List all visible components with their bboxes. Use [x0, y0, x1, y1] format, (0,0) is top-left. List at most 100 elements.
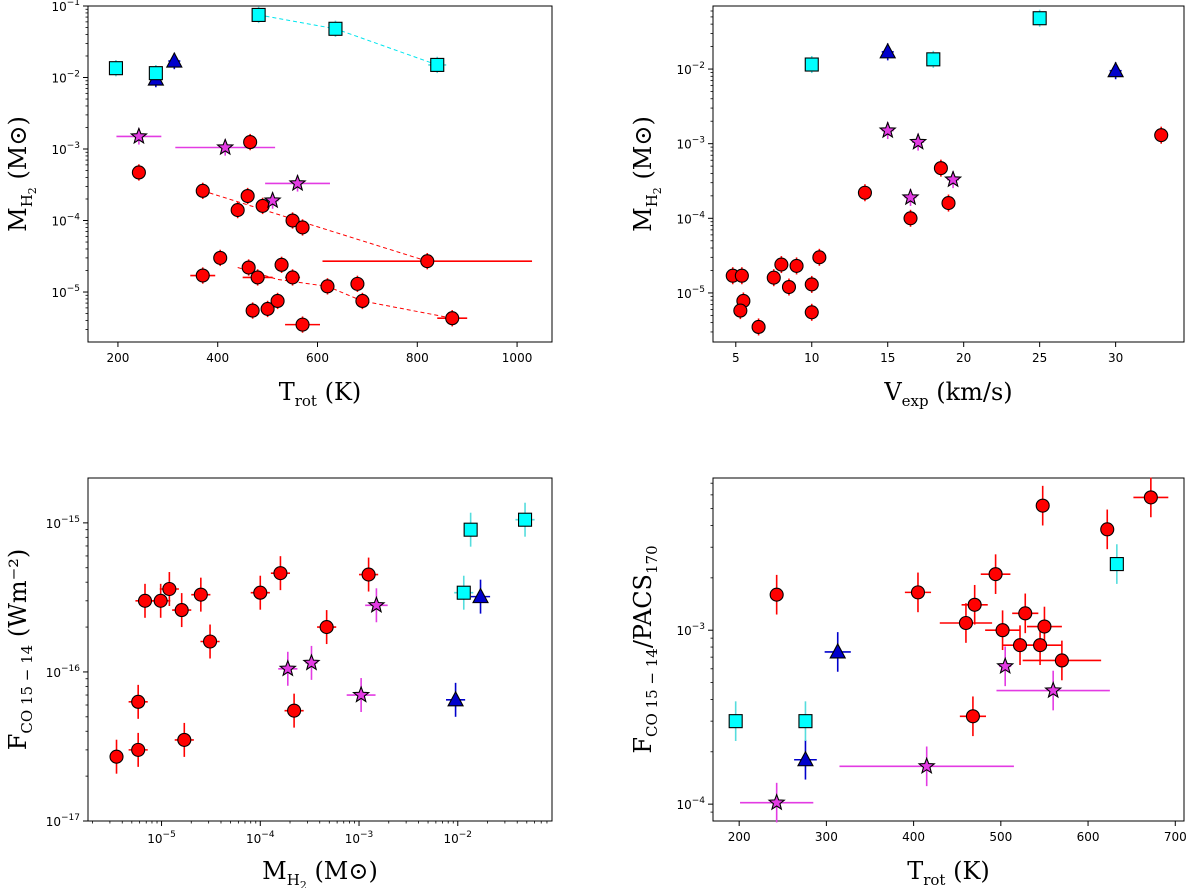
data-point-circle [260, 301, 275, 316]
data-point-circle [1033, 638, 1048, 653]
data-point-triangle [165, 51, 183, 68]
x-tick-label: 20 [956, 351, 971, 365]
y-tick-label: 10−4 [676, 796, 705, 812]
x-axis-label: Trot (K) [279, 378, 362, 410]
y-axis-label: FCO 15 − 14/PACS170 [629, 545, 661, 753]
y-tick-label: 10−4 [51, 213, 80, 229]
y-tick-label: 10−3 [676, 136, 705, 152]
data-point-circle [203, 634, 218, 649]
data-point-circle [967, 597, 982, 612]
data-point-star [367, 595, 386, 614]
y-tick-label: 10−15 [46, 515, 80, 531]
data-point-circle [177, 732, 192, 747]
data-point-star [878, 121, 897, 139]
data-point-circle [1012, 638, 1028, 653]
data-point-circle [857, 185, 872, 200]
data-point-circle [910, 585, 926, 600]
x-tick-label: 500 [989, 830, 1012, 844]
x-tick-label: 1000 [502, 351, 533, 365]
data-point-circle [804, 277, 819, 292]
data-point-circle [1035, 498, 1050, 513]
data-point-square [456, 585, 471, 600]
data-point-star [901, 187, 920, 206]
data-point-circle [131, 165, 146, 180]
data-point-triangle [1107, 61, 1125, 78]
data-point-star [1044, 680, 1063, 699]
data-point-star [943, 170, 963, 188]
markers [725, 11, 1169, 335]
data-point-circle [153, 593, 168, 608]
data-point-star [216, 137, 235, 156]
data-point-star [996, 656, 1015, 675]
data-point-triangle [879, 42, 897, 59]
panel-ratio-vs-trot: 200 300 400 500 600 700 10−4 10−3 Trot (K) FCO 15… [629, 477, 1187, 888]
plot-frame [712, 477, 1185, 822]
y-tick-label: 10−3 [51, 141, 80, 157]
data-point-circle [285, 213, 300, 228]
data-point-circle [766, 270, 781, 285]
x-tick-label: 5 [732, 351, 740, 365]
x-axis-label: MH2 (M⊙) [262, 857, 378, 888]
data-point-circle [734, 268, 749, 283]
y-tick-label: 10−17 [46, 813, 80, 829]
x-tick-label: 10 [804, 351, 819, 365]
x-axis-label: Trot (K) [907, 857, 990, 888]
data-point-circle [769, 587, 784, 602]
y-tick-label: 10−16 [46, 664, 81, 680]
x-tick-label: 400 [902, 830, 925, 844]
data-point-circle [751, 319, 766, 335]
x-axis-label: Vexp (km/s) [883, 378, 1012, 410]
y-tick-label: 10−2 [51, 70, 80, 86]
data-point-triangle [472, 587, 489, 604]
data-point-circle [995, 623, 1010, 638]
data-point-circle [131, 742, 146, 757]
x-tick-label: 400 [206, 351, 229, 365]
y-axis-label: FCO 15 − 14 (Wm⁻²) [4, 549, 36, 751]
connecting-line [202, 190, 428, 262]
data-point-circle [1143, 490, 1158, 505]
data-point-circle [243, 135, 258, 150]
data-point-circle [941, 196, 956, 211]
data-point-circle [1037, 619, 1052, 634]
x-tick-label: 10−3 [345, 830, 374, 846]
x-tick-label: 10−4 [246, 830, 275, 846]
data-point-circle [445, 311, 460, 326]
data-point-circle [933, 161, 948, 176]
data-point-circle [774, 257, 789, 272]
data-point-square [1032, 11, 1047, 26]
y-tick-label: 10−1 [51, 0, 80, 14]
data-point-circle [162, 581, 177, 597]
data-point-circle [285, 270, 300, 285]
data-point-star [767, 793, 786, 811]
y-tick-label: 10−3 [676, 622, 705, 638]
y-axis-label: MH2 (M⊙) [629, 116, 664, 232]
markers [109, 512, 533, 764]
x-tick-label: 10−5 [147, 830, 176, 846]
plot-frame [87, 5, 553, 343]
data-point-star [909, 132, 928, 150]
data-point-circle [131, 694, 146, 709]
data-point-star [352, 685, 371, 703]
data-point-circle [420, 254, 435, 269]
data-point-circle [295, 317, 310, 332]
data-point-circle [273, 566, 288, 581]
data-point-star [288, 173, 307, 192]
data-point-circle [195, 183, 210, 198]
x-tick-label: 300 [815, 830, 838, 844]
data-point-square [148, 66, 163, 81]
data-point-star [129, 126, 148, 145]
data-point-circle [253, 585, 268, 600]
data-point-square [728, 714, 743, 729]
panel-mh2-vs-trot: 200 400 600 800 1000 10−5 10−4 10−3 10−2 10−1 Trot… [4, 0, 553, 410]
panel-fco-vs-mh2: 10−5 10−4 10−3 10−2 10−17 10−16 10−15 MH2 (M⊙) F… [4, 477, 553, 888]
data-point-circle [903, 211, 918, 226]
data-point-square [798, 714, 813, 729]
panel-mh2-vs-vexp: 5 10 15 20 25 30 10−5 10−4 10−3 10−2 Vexp (km/s) MH… [629, 5, 1185, 410]
data-point-circle [274, 257, 289, 272]
x-tick-label: 600 [1077, 830, 1100, 844]
data-point-circle [733, 303, 748, 318]
y-tick-label: 10−5 [51, 284, 80, 300]
data-point-circle [109, 749, 124, 764]
markers [108, 7, 460, 332]
